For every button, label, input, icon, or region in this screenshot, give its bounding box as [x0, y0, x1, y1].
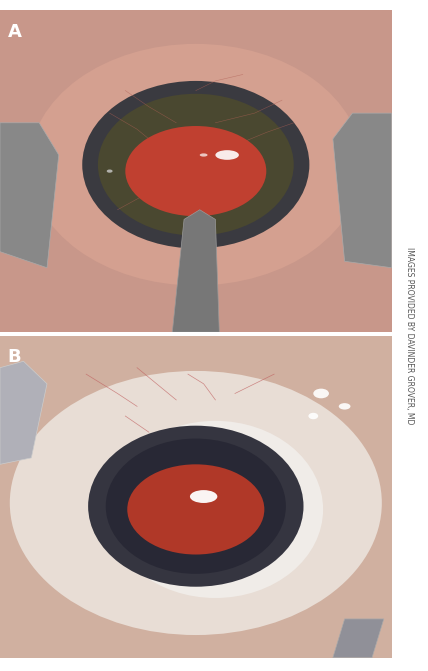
Ellipse shape: [339, 403, 351, 409]
Polygon shape: [333, 619, 384, 658]
Ellipse shape: [107, 170, 113, 172]
Text: IMAGES PROVIDED BY DAVINDER GROVER, MD: IMAGES PROVIDED BY DAVINDER GROVER, MD: [405, 247, 414, 424]
Text: B: B: [8, 348, 21, 366]
Ellipse shape: [106, 439, 286, 574]
Ellipse shape: [309, 413, 318, 419]
Ellipse shape: [190, 490, 217, 503]
Polygon shape: [333, 113, 392, 268]
Polygon shape: [0, 336, 392, 658]
Ellipse shape: [30, 44, 362, 285]
Ellipse shape: [127, 464, 265, 554]
Polygon shape: [172, 210, 219, 332]
Text: A: A: [8, 23, 22, 41]
Polygon shape: [0, 361, 47, 464]
Ellipse shape: [108, 421, 323, 598]
Ellipse shape: [98, 94, 294, 236]
Ellipse shape: [125, 126, 266, 216]
Ellipse shape: [82, 81, 309, 248]
Polygon shape: [0, 10, 392, 332]
Ellipse shape: [10, 371, 382, 635]
Polygon shape: [0, 123, 59, 268]
Ellipse shape: [215, 150, 239, 160]
Ellipse shape: [200, 154, 208, 156]
Ellipse shape: [88, 425, 303, 586]
Ellipse shape: [313, 389, 329, 399]
